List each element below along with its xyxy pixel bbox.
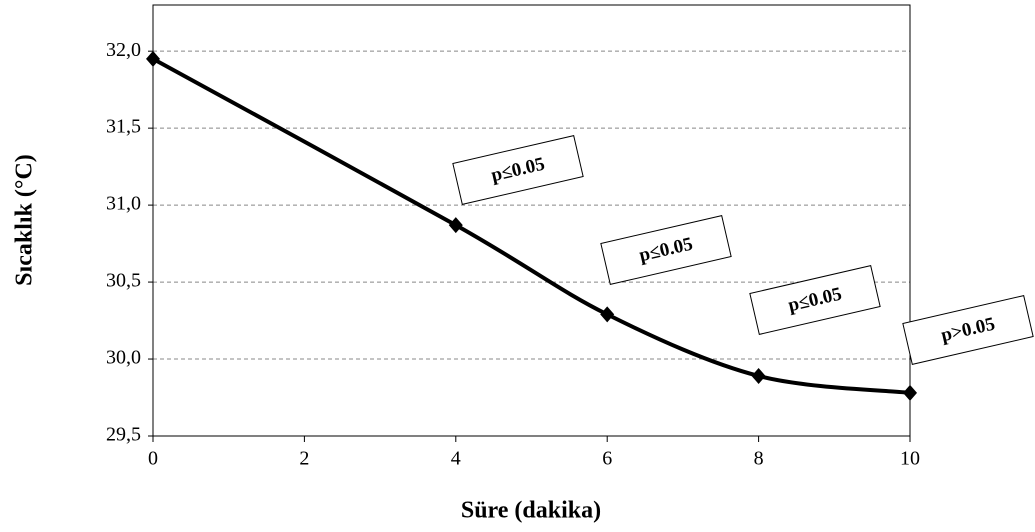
annotation-box [600,214,732,286]
marker [600,306,615,323]
x-tick-label: 4 [451,448,461,470]
annotation: p>0.05 [902,294,1034,366]
y-axis-label: Sıcaklık (°C) [12,154,38,286]
annotation-box [749,264,881,336]
marker [146,50,160,67]
x-tick-label: 2 [299,448,309,470]
x-axis-label: Süre (dakika) [461,498,601,524]
annotation: p≤0.05 [749,264,881,336]
plot-frame [152,4,911,437]
annotation-box [902,294,1034,366]
y-tick-label: 31,0 [106,193,141,215]
y-tick-label: 31,5 [106,116,141,138]
y-tick-label: 29,5 [106,424,141,446]
marker [448,217,463,234]
x-tick-label: 10 [900,448,920,470]
marker [751,367,766,384]
y-tick-label: 30,0 [106,347,141,369]
y-tick-label: 32,0 [106,39,141,61]
line [152,57,911,395]
x-tick-label: 0 [148,448,158,470]
annotation: p≤0.05 [452,134,584,206]
x-tick-label: 8 [754,448,764,470]
x-tick-label: 6 [602,448,612,470]
annotation-box [452,134,584,206]
annotation: p≤0.05 [600,214,732,286]
y-tick-label: 30,5 [106,270,141,292]
marker [903,384,917,401]
